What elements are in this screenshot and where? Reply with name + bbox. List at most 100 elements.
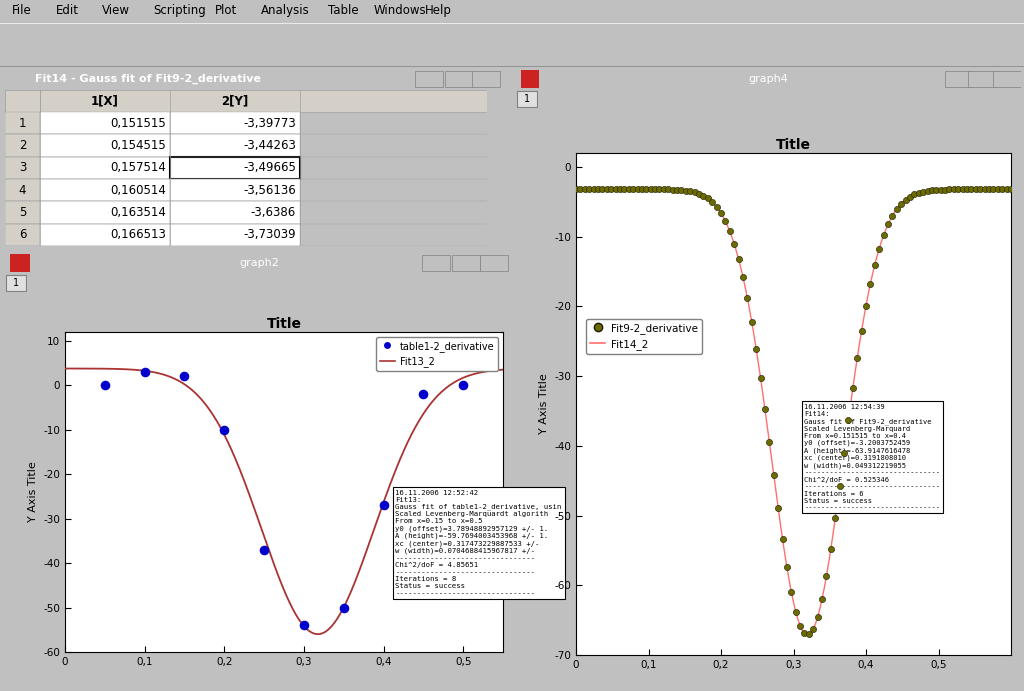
Point [757, 404, 773, 415]
Point [616, 184, 633, 195]
Point [603, 184, 620, 195]
Point [673, 184, 689, 196]
Point [871, 243, 888, 254]
Text: Fit14 - Gauss fit of Fit9-2_derivative: Fit14 - Gauss fit of Fit9-2_derivative [35, 74, 261, 84]
Text: 16.11.2006 12:52:42
Fit13:
Gauss fit of table1-2_derivative, usin
Scaled Levenbe: 16.11.2006 12:52:42 Fit13: Gauss fit of … [395, 490, 562, 596]
Point [968, 184, 984, 195]
Bar [422, 255, 450, 271]
Bar [5, 90, 487, 112]
Point [778, 562, 795, 573]
Point [761, 436, 777, 447]
Point [822, 543, 839, 554]
Point [797, 628, 813, 639]
Point [655, 184, 672, 195]
Point [853, 325, 869, 336]
Point [665, 184, 681, 195]
Bar [170, 134, 300, 157]
Bar [40, 224, 170, 246]
Y-axis label: Y Axis Title: Y Axis Title [539, 374, 549, 435]
Text: 3: 3 [18, 161, 27, 174]
Point [810, 612, 826, 623]
Bar [445, 71, 472, 86]
Point [730, 254, 746, 265]
Point [818, 571, 835, 582]
Point [136, 366, 153, 377]
Text: 6: 6 [18, 228, 27, 241]
Point [998, 184, 1015, 195]
Point [836, 448, 852, 459]
Point [906, 189, 923, 200]
Point [928, 184, 944, 196]
Bar [5, 157, 40, 179]
Text: -3,56136: -3,56136 [244, 184, 296, 197]
Bar [170, 112, 300, 134]
Point [893, 198, 909, 209]
Point [634, 184, 650, 195]
Text: Help: Help [425, 4, 452, 17]
Point [176, 371, 193, 382]
Point [933, 184, 949, 196]
Point [599, 184, 615, 195]
Point [336, 602, 352, 613]
Bar [170, 157, 300, 179]
Point [902, 191, 919, 202]
Point [642, 184, 658, 195]
Text: File: File [12, 4, 32, 17]
Point [586, 184, 602, 195]
Point [914, 186, 931, 197]
Point [827, 513, 844, 524]
Text: 4: 4 [18, 184, 27, 197]
Point [216, 424, 232, 435]
Text: 1: 1 [18, 117, 27, 130]
Point [866, 259, 883, 270]
Point [766, 469, 782, 480]
Bar [415, 71, 442, 86]
Point [845, 383, 861, 394]
Text: 5: 5 [18, 206, 27, 219]
Point [678, 185, 694, 196]
Text: 0,157514: 0,157514 [111, 161, 166, 174]
Point [770, 502, 786, 513]
Point [726, 238, 742, 249]
Y-axis label: Y Axis Title: Y Axis Title [28, 462, 38, 522]
Point [897, 194, 913, 205]
Point [858, 300, 874, 311]
Text: 0,154515: 0,154515 [111, 139, 166, 152]
Point [748, 343, 764, 354]
Point [831, 481, 848, 492]
Text: 1[X]: 1[X] [91, 95, 119, 108]
Bar [993, 71, 1021, 86]
Point [581, 184, 597, 195]
Text: Plot: Plot [215, 4, 238, 17]
Point [590, 184, 606, 195]
Text: 2: 2 [18, 139, 27, 152]
Point [705, 196, 721, 207]
Bar [170, 201, 300, 224]
Point [699, 193, 716, 204]
Legend: table1-2_derivative, Fit13_2: table1-2_derivative, Fit13_2 [376, 337, 498, 371]
Text: graph4: graph4 [749, 74, 788, 84]
Text: -3,73039: -3,73039 [244, 228, 296, 241]
Bar [40, 112, 170, 134]
Text: Scripting: Scripting [154, 4, 207, 17]
Point [1002, 184, 1019, 195]
Point [296, 620, 312, 631]
Point [910, 187, 927, 198]
Point [924, 184, 940, 196]
Bar [40, 179, 170, 201]
Bar [5, 179, 40, 201]
Text: graph2: graph2 [239, 258, 279, 268]
Bar [472, 71, 500, 86]
Text: Windows: Windows [374, 4, 426, 17]
Point [805, 623, 821, 634]
Bar [5, 90, 40, 112]
Point [946, 184, 963, 195]
Point [814, 594, 830, 605]
Point [735, 272, 752, 283]
Bar [5, 224, 40, 246]
Title: Title: Title [266, 317, 301, 331]
Point [695, 190, 712, 201]
Point [954, 184, 971, 195]
Point [989, 184, 1006, 195]
Point [376, 500, 392, 511]
